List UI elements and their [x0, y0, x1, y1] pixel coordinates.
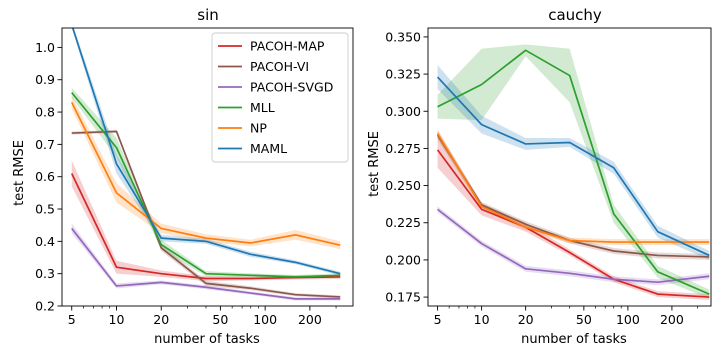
band-mll [437, 44, 710, 299]
confidence-bands [437, 44, 710, 301]
y-tick-label: 0.5 [35, 202, 55, 217]
x-tick-label: 100 [616, 312, 640, 327]
legend-entry: NP [218, 121, 267, 136]
x-tick-label: 50 [576, 312, 592, 327]
subplot-cauchy: cauchy number of tasks test RMSE 5 10 20 50… [367, 6, 712, 347]
legend-box [211, 32, 349, 163]
x-tick-label: 10 [474, 312, 490, 327]
band-pacoh-svgd [437, 206, 710, 286]
x-tick-label: 20 [153, 312, 169, 327]
x-axis-label: number of tasks [154, 332, 260, 347]
series-line-maml [71, 28, 341, 275]
y-tick-label: 0.275 [385, 141, 421, 156]
legend-label: MLL [250, 100, 275, 115]
chart-title: cauchy [548, 6, 602, 24]
series-line-np [70, 101, 341, 247]
legend-entry: MAML [218, 141, 287, 156]
y-tick-label: 0.250 [385, 178, 421, 193]
plot-frame [61, 27, 354, 307]
subplot-sin: sin number of tasks test RMSE 5 10 20 50 100… [12, 6, 354, 347]
legend-entry: PACOH-MAP [218, 39, 325, 54]
legend-label: PACOH-MAP [250, 39, 325, 54]
series-line-mll [437, 49, 710, 295]
x-axis-label: number of tasks [521, 332, 627, 347]
series-line-maml [436, 76, 710, 257]
y-tick-label: 0.350 [385, 29, 421, 44]
y-tick-label: 0.175 [385, 290, 421, 305]
y-axis-label: test RMSE [12, 140, 27, 206]
legend-entry: MLL [218, 100, 275, 115]
series-line-pacoh-vi [71, 130, 341, 298]
band-maml [437, 65, 710, 260]
series-line-pacoh-svgd [437, 208, 710, 284]
series-line-pacoh-svgd [71, 227, 341, 300]
x-tick-label: 10 [109, 312, 125, 327]
band-pacoh-map [437, 132, 710, 301]
x-tick-label: 50 [212, 312, 228, 327]
y-tick-label: 0.9 [35, 72, 55, 87]
legend: PACOH-MAP PACOH-VI PACOH-SVGD MLL NP MAML [211, 32, 349, 163]
legend-entry: PACOH-VI [218, 59, 309, 74]
y-tick-label: 0.225 [385, 215, 421, 230]
chart-title: sin [197, 6, 219, 24]
legend-label: PACOH-SVGD [250, 80, 333, 95]
series-line-mll [71, 92, 341, 278]
y-tick-label: 0.4 [35, 234, 55, 249]
legend-label: MAML [250, 141, 287, 156]
y-tick-label: 0.6 [35, 169, 55, 184]
y-tick-label: 0.7 [35, 137, 55, 152]
axes: 5 10 20 50 100 200 0.175 0.200 0.225 0.250 0.275 0.… [385, 27, 712, 327]
y-tick-label: 1.0 [35, 40, 55, 55]
y-tick-label: 0.300 [385, 104, 421, 119]
x-tick-label: 5 [434, 312, 442, 327]
x-tick-label: 20 [518, 312, 534, 327]
legend-label: NP [250, 121, 267, 136]
x-tick-label: 5 [68, 312, 76, 327]
x-tick-label: 100 [253, 312, 277, 327]
legend-label: PACOH-VI [250, 59, 309, 74]
series-lines [70, 28, 341, 300]
y-tick-label: 0.200 [385, 252, 421, 267]
axes: 5 10 20 50 100 200 0.2 0.3 0.4 0.5 0.6 0.7 0.8 0.9 1.0 [35, 27, 354, 327]
series-line-pacoh-map [436, 149, 710, 298]
x-tick-label: 200 [660, 312, 684, 327]
y-tick-label: 0.2 [35, 299, 55, 314]
y-tick-label: 0.8 [35, 105, 55, 120]
y-tick-label: 0.325 [385, 67, 421, 82]
x-tick-label: 200 [298, 312, 322, 327]
y-axis-label: test RMSE [367, 131, 382, 197]
legend-entry: PACOH-SVGD [218, 80, 333, 95]
series-lines [436, 49, 710, 298]
series-line-np [436, 133, 710, 243]
y-tick-label: 0.3 [35, 266, 55, 281]
